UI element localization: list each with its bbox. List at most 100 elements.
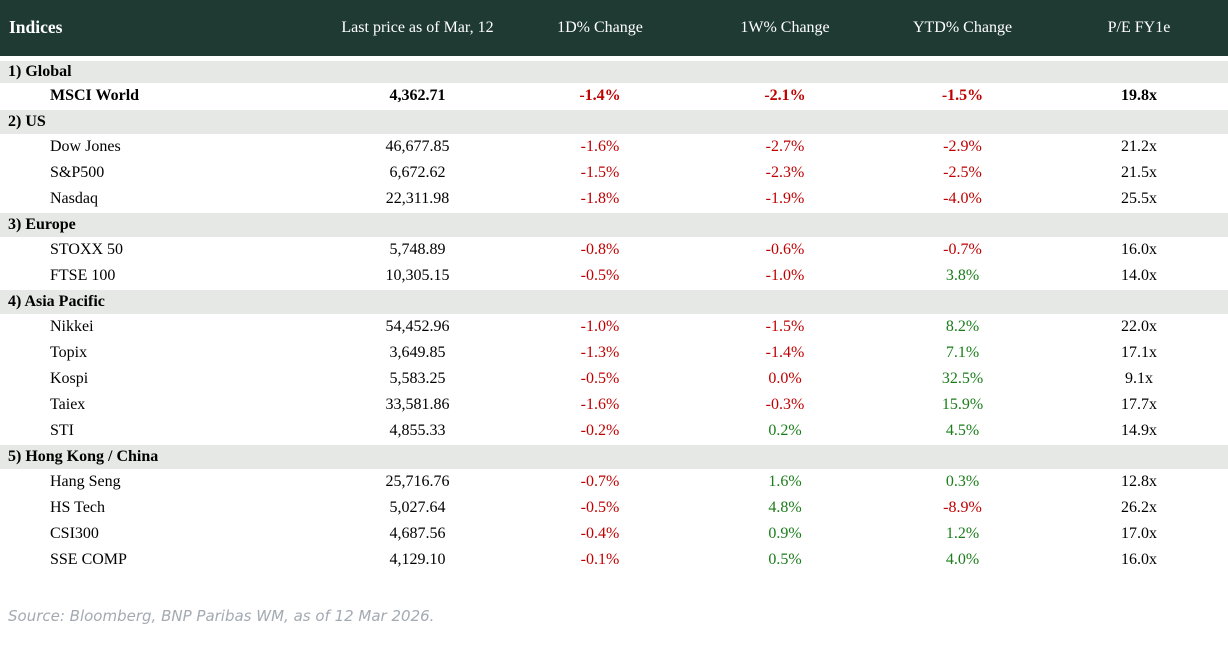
w1-change-cell: 0.9% <box>695 521 875 547</box>
pe-cell: 9.1x <box>1050 366 1228 392</box>
last-price-cell: 25,716.76 <box>330 469 505 495</box>
index-row: Dow Jones 46,677.85 -1.6% -2.7% -2.9% 21.2x <box>0 134 1228 160</box>
ytd-change-cell: 4.0% <box>875 547 1050 573</box>
section-label: 3) Europe <box>0 211 1228 238</box>
d1-change-cell: -0.1% <box>505 547 695 573</box>
ytd-change-cell: -2.5% <box>875 160 1050 186</box>
d1-change-cell: -1.3% <box>505 340 695 366</box>
d1-change-cell: -0.5% <box>505 263 695 289</box>
index-name-cell: CSI300 <box>0 521 330 547</box>
index-row: FTSE 100 10,305.15 -0.5% -1.0% 3.8% 14.0x <box>0 263 1228 289</box>
index-row: MSCI World 4,362.71 -1.4% -2.1% -1.5% 19.8x <box>0 83 1228 109</box>
index-row: SSE COMP 4,129.10 -0.1% 0.5% 4.0% 16.0x <box>0 547 1228 573</box>
w1-change-cell: -0.3% <box>695 392 875 418</box>
header-row: Indices Last price as of Mar, 12 1D% Cha… <box>0 0 1228 61</box>
section-row: 2) US <box>0 108 1228 135</box>
index-row: Taiex 33,581.86 -1.6% -0.3% 15.9% 17.7x <box>0 392 1228 418</box>
pe-cell: 26.2x <box>1050 495 1228 521</box>
ytd-change-cell: 7.1% <box>875 340 1050 366</box>
index-row: Nikkei 54,452.96 -1.0% -1.5% 8.2% 22.0x <box>0 314 1228 340</box>
indices-table: Indices Last price as of Mar, 12 1D% Cha… <box>0 0 1228 573</box>
header-cell-ytd-change: YTD% Change <box>875 0 1050 61</box>
d1-change-cell: -1.0% <box>505 314 695 340</box>
d1-change-cell: -1.5% <box>505 160 695 186</box>
header-cell-1d-change: 1D% Change <box>505 0 695 61</box>
last-price-cell: 4,687.56 <box>330 521 505 547</box>
index-name-cell: STI <box>0 418 330 444</box>
pe-cell: 17.7x <box>1050 392 1228 418</box>
ytd-change-cell: 32.5% <box>875 366 1050 392</box>
ytd-change-cell: -8.9% <box>875 495 1050 521</box>
w1-change-cell: 0.0% <box>695 366 875 392</box>
index-name-cell: SSE COMP <box>0 547 330 573</box>
index-name-cell: Dow Jones <box>0 134 330 160</box>
w1-change-cell: -1.9% <box>695 186 875 212</box>
index-row: STI 4,855.33 -0.2% 0.2% 4.5% 14.9x <box>0 418 1228 444</box>
section-label: 2) US <box>0 108 1228 135</box>
index-name-cell: MSCI World <box>0 83 330 109</box>
ytd-change-cell: -1.5% <box>875 83 1050 109</box>
w1-change-cell: -1.0% <box>695 263 875 289</box>
section-label: 5) Hong Kong / China <box>0 443 1228 470</box>
w1-change-cell: -1.5% <box>695 314 875 340</box>
ytd-change-cell: 1.2% <box>875 521 1050 547</box>
last-price-cell: 4,855.33 <box>330 418 505 444</box>
header-cell-indices: Indices <box>0 0 330 61</box>
pe-cell: 16.0x <box>1050 237 1228 263</box>
ytd-change-cell: -4.0% <box>875 186 1050 212</box>
index-name-cell: Taiex <box>0 392 330 418</box>
last-price-cell: 22,311.98 <box>330 186 505 212</box>
index-row: HS Tech 5,027.64 -0.5% 4.8% -8.9% 26.2x <box>0 495 1228 521</box>
pe-cell: 12.8x <box>1050 469 1228 495</box>
last-price-cell: 10,305.15 <box>330 263 505 289</box>
ytd-change-cell: 4.5% <box>875 418 1050 444</box>
last-price-cell: 5,748.89 <box>330 237 505 263</box>
source-note: Source: Bloomberg, BNP Paribas WM, as of… <box>8 607 435 625</box>
ytd-change-cell: 3.8% <box>875 263 1050 289</box>
w1-change-cell: -2.1% <box>695 83 875 109</box>
w1-change-cell: 4.8% <box>695 495 875 521</box>
pe-cell: 16.0x <box>1050 547 1228 573</box>
header-cell-1w-change: 1W% Change <box>695 0 875 61</box>
w1-change-cell: -0.6% <box>695 237 875 263</box>
index-row: Kospi 5,583.25 -0.5% 0.0% 32.5% 9.1x <box>0 366 1228 392</box>
d1-change-cell: -0.8% <box>505 237 695 263</box>
d1-change-cell: -1.4% <box>505 83 695 109</box>
d1-change-cell: -0.4% <box>505 521 695 547</box>
index-row: CSI300 4,687.56 -0.4% 0.9% 1.2% 17.0x <box>0 521 1228 547</box>
pe-cell: 25.5x <box>1050 186 1228 212</box>
index-row: S&P500 6,672.62 -1.5% -2.3% -2.5% 21.5x <box>0 160 1228 186</box>
last-price-cell: 5,027.64 <box>330 495 505 521</box>
w1-change-cell: -2.3% <box>695 160 875 186</box>
section-row: 1) Global <box>0 57 1228 84</box>
index-name-cell: Hang Seng <box>0 469 330 495</box>
w1-change-cell: -1.4% <box>695 340 875 366</box>
last-price-cell: 33,581.86 <box>330 392 505 418</box>
table-header: Indices Last price as of Mar, 12 1D% Cha… <box>0 0 1228 61</box>
last-price-cell: 46,677.85 <box>330 134 505 160</box>
d1-change-cell: -1.6% <box>505 392 695 418</box>
last-price-cell: 4,129.10 <box>330 547 505 573</box>
d1-change-cell: -0.5% <box>505 366 695 392</box>
index-name-cell: HS Tech <box>0 495 330 521</box>
d1-change-cell: -1.6% <box>505 134 695 160</box>
last-price-cell: 4,362.71 <box>330 83 505 109</box>
ytd-change-cell: -2.9% <box>875 134 1050 160</box>
ytd-change-cell: 0.3% <box>875 469 1050 495</box>
indices-table-page: Indices Last price as of Mar, 12 1D% Cha… <box>0 0 1228 625</box>
d1-change-cell: -1.8% <box>505 186 695 212</box>
index-name-cell: STOXX 50 <box>0 237 330 263</box>
index-name-cell: Nasdaq <box>0 186 330 212</box>
last-price-cell: 5,583.25 <box>330 366 505 392</box>
index-name-cell: S&P500 <box>0 160 330 186</box>
index-name-cell: Topix <box>0 340 330 366</box>
header-cell-pe: P/E FY1e <box>1050 0 1228 61</box>
last-price-cell: 3,649.85 <box>330 340 505 366</box>
pe-cell: 22.0x <box>1050 314 1228 340</box>
ytd-change-cell: 8.2% <box>875 314 1050 340</box>
section-label: 4) Asia Pacific <box>0 288 1228 315</box>
index-row: Hang Seng 25,716.76 -0.7% 1.6% 0.3% 12.8x <box>0 469 1228 495</box>
ytd-change-cell: -0.7% <box>875 237 1050 263</box>
pe-cell: 21.5x <box>1050 160 1228 186</box>
section-label: 1) Global <box>0 57 1228 84</box>
